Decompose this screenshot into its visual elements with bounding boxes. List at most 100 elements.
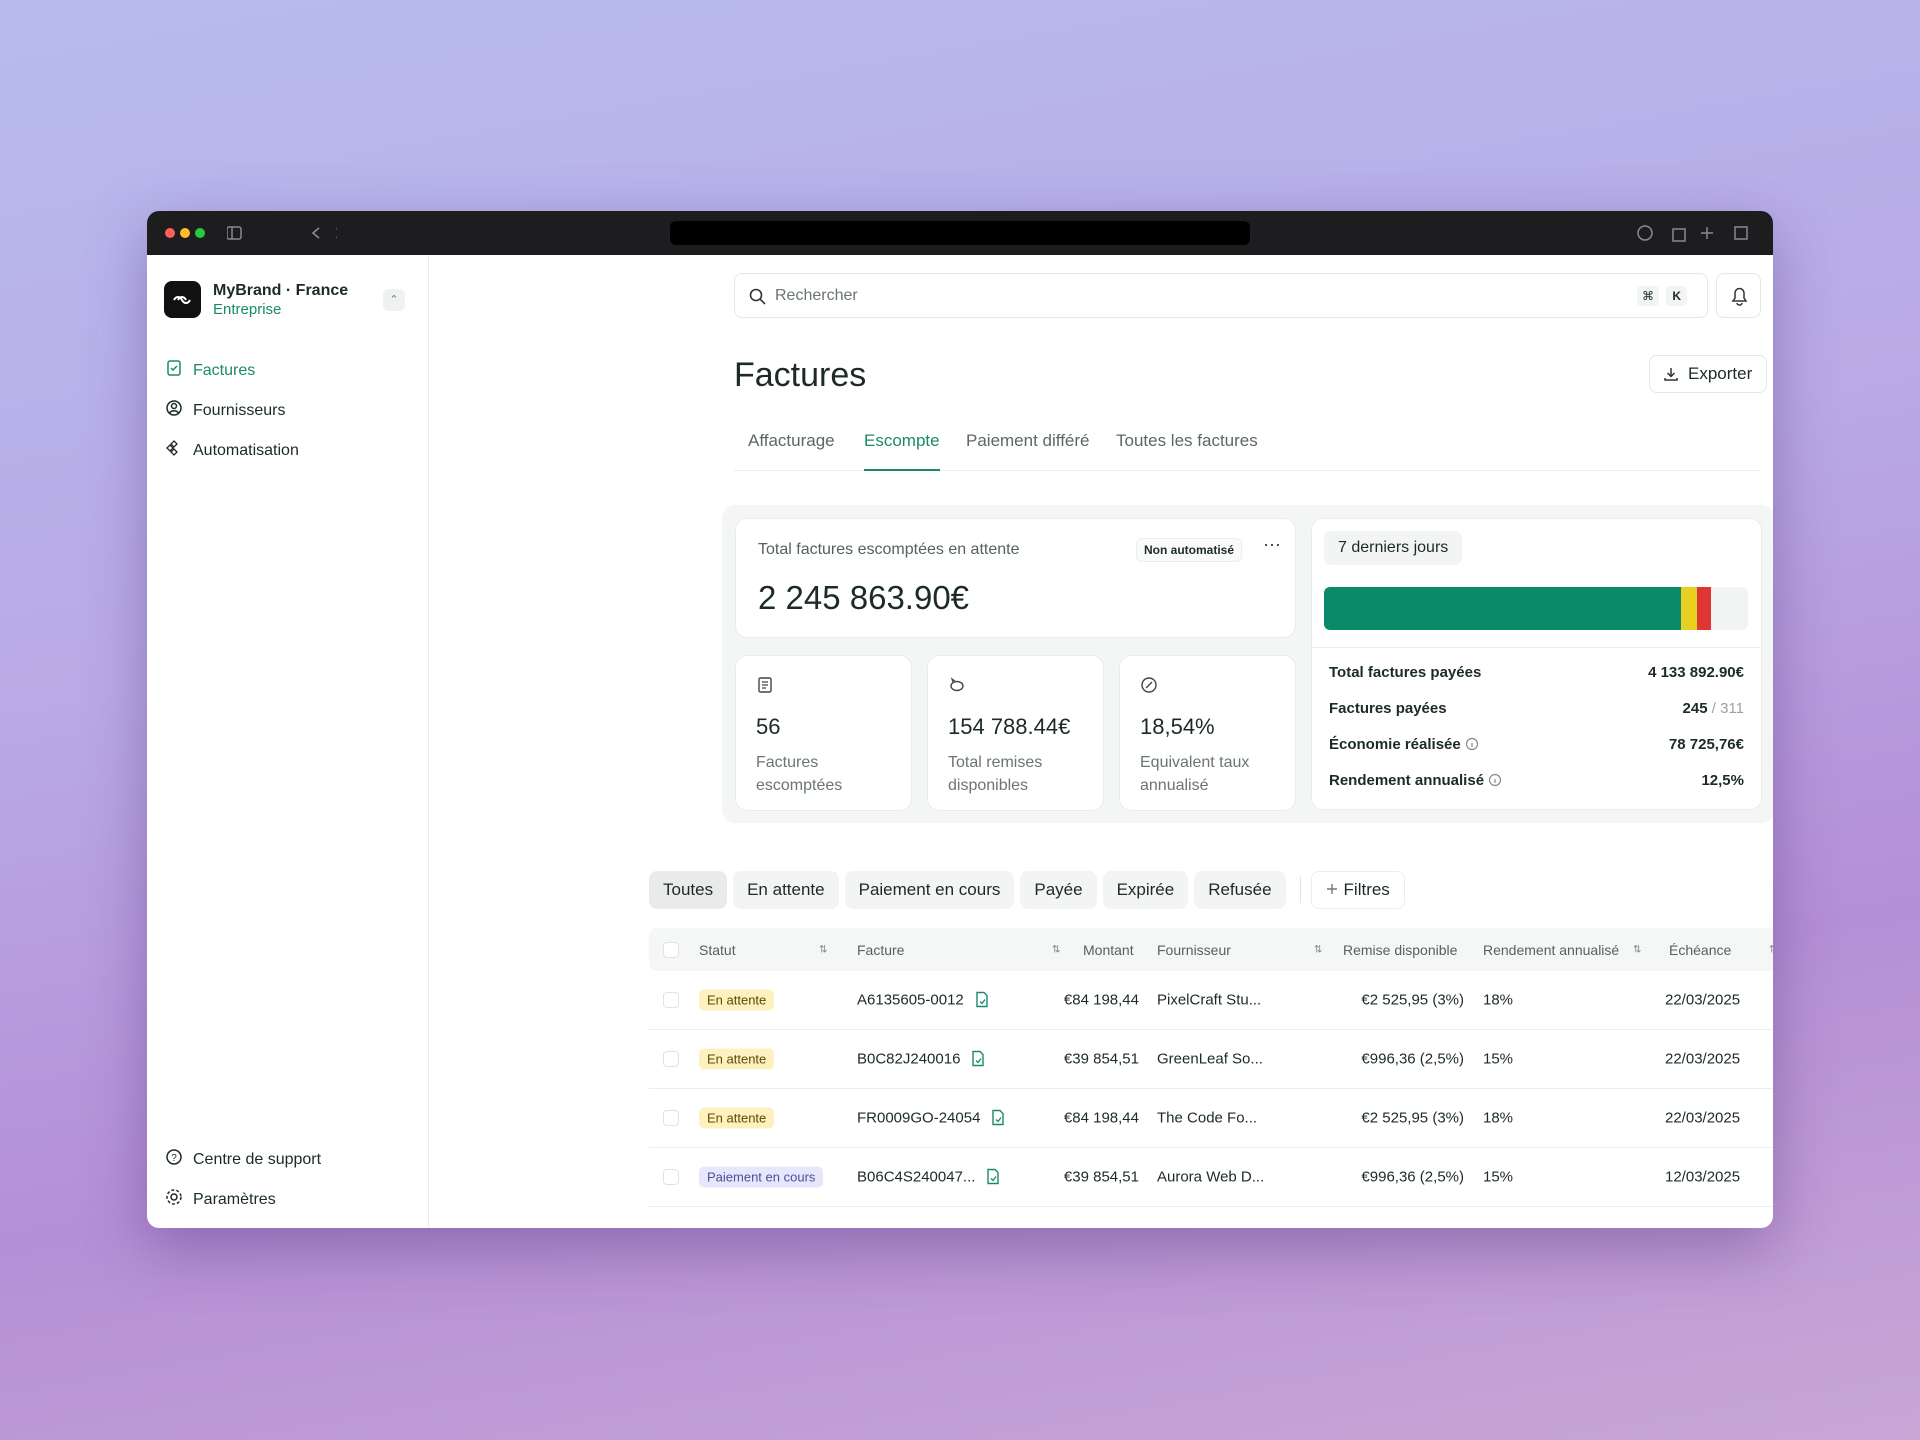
tab[interactable]: Escompte: [864, 431, 940, 471]
checkbox[interactable]: [663, 1169, 679, 1185]
value-text: 78 725,76€: [1668, 736, 1744, 753]
column-header[interactable]: Remise disponible: [1343, 941, 1458, 958]
notifications-button[interactable]: [1716, 273, 1761, 318]
filter-chip[interactable]: En attente: [733, 871, 839, 909]
invoice-id[interactable]: B0C82J240016: [857, 1051, 986, 1068]
invoice-icon: [964, 991, 990, 1009]
sort-icon[interactable]: ⇅: [1633, 944, 1642, 955]
period-row-label: Rendement annualisé: [1329, 772, 1502, 789]
toolbar-icons: [227, 226, 337, 240]
progress-refused: [1697, 587, 1711, 630]
amount: €39 854,51: [1063, 1168, 1139, 1186]
value-text: 12,5%: [1701, 772, 1744, 789]
nav-icon: [165, 1188, 183, 1211]
invoice-id[interactable]: A6135605-0012: [857, 992, 990, 1009]
metrics-panel: Total factures escomptées en attente Non…: [722, 505, 1773, 823]
due-date: 22/03/2025: [1665, 1050, 1741, 1068]
checkbox[interactable]: [663, 1110, 679, 1126]
amount: €84 198,44: [1063, 991, 1139, 1009]
nav-item[interactable]: Fournisseurs: [165, 399, 285, 422]
filter-chip[interactable]: Payée: [1020, 871, 1097, 909]
column-header[interactable]: Montant: [1083, 941, 1134, 958]
footer-item[interactable]: Paramètres: [165, 1188, 276, 1211]
sort-icon[interactable]: ⇅: [1769, 944, 1773, 955]
sort-icon[interactable]: ⇅: [1052, 944, 1061, 955]
tab[interactable]: Toutes les factures: [1116, 431, 1258, 450]
period-row-value: 4 133 892.90€: [1648, 664, 1744, 681]
minimize-button[interactable]: [180, 228, 190, 238]
filter-chips: Toutes En attente Paiement en cours Payée Ex…: [649, 871, 1411, 909]
invoice-text: B06C4S240047...: [857, 1168, 976, 1186]
footer-item[interactable]: ? Centre de support: [165, 1148, 321, 1171]
filter-chip[interactable]: Refusée: [1194, 871, 1286, 909]
filters-button[interactable]: Filtres: [1310, 871, 1405, 909]
stat-value: 56: [756, 714, 781, 739]
workspace-switcher[interactable]: ⌃: [383, 289, 405, 311]
table-row: En attente FR0009GO-24054 €84 198,44 The Co…: [649, 1089, 1773, 1148]
filter-chip[interactable]: Toutes: [649, 871, 728, 909]
export-button[interactable]: Exporter: [1649, 355, 1768, 393]
checkbox[interactable]: [663, 941, 679, 958]
stat-label: Equivalent taux annualisé: [1140, 754, 1250, 794]
invoice-id[interactable]: FR0009GO-24054: [857, 1110, 1006, 1127]
stat-card: 18,54% Equivalent taux annualisé: [1119, 655, 1296, 811]
value-text: 4 133 892.90€: [1648, 664, 1744, 681]
label-text: Rendement annualisé: [1329, 772, 1485, 789]
sort-icon[interactable]: ⇅: [819, 944, 828, 955]
sort-icon[interactable]: ⇅: [1314, 944, 1323, 955]
info-icon: [1484, 772, 1502, 789]
nav-item[interactable]: Automatisation: [165, 439, 299, 462]
shortcut-key: ⌘: [1637, 286, 1659, 306]
value-total: / 311: [1711, 700, 1744, 717]
divider: [1312, 647, 1761, 648]
search-placeholder: Rechercher: [775, 287, 858, 304]
close-button[interactable]: [165, 228, 175, 238]
table-row: En attente B0C82J240016 €39 854,51 GreenLea…: [649, 1030, 1773, 1089]
stat-label: Total remises disponibles: [948, 754, 1043, 794]
more-button[interactable]: ⋯: [1263, 535, 1281, 555]
due-date: 12/03/2025: [1665, 1168, 1741, 1186]
invoice-icon: [980, 1109, 1006, 1127]
nav-item[interactable]: Factures: [165, 359, 255, 382]
supplier: PixelCraft Stu...: [1157, 991, 1262, 1009]
filter-chip[interactable]: Expirée: [1102, 871, 1189, 909]
tab[interactable]: Affacturage: [748, 431, 835, 450]
nav-icon: ?: [165, 1148, 183, 1171]
shortcut-key: K: [1666, 286, 1687, 306]
status-badge: Paiement en cours: [699, 1166, 824, 1188]
label-text: Économie réalisée: [1329, 736, 1461, 753]
checkbox[interactable]: [663, 1051, 679, 1067]
invoice-id[interactable]: B06C4S240047...: [857, 1169, 1001, 1186]
tab[interactable]: Paiement différé: [966, 431, 1090, 450]
column-header[interactable]: Statut: [699, 941, 736, 958]
discount: €2 525,95 (3%): [1361, 1109, 1464, 1127]
sidebar: MyBrand · France Entreprise ⌃ Factures Fo…: [147, 255, 429, 1228]
yield: 18%: [1483, 1109, 1514, 1127]
checkbox[interactable]: [663, 992, 679, 1008]
table-header: Statut ⇅ Facture ⇅ Montant Fournisseur ⇅ Remise…: [649, 928, 1773, 971]
label-text: Factures payées: [1329, 700, 1447, 717]
period-card: 7 derniers jours Total factures payées 4 …: [1311, 518, 1762, 810]
column-header[interactable]: Facture: [857, 941, 905, 958]
due-date: 22/03/2025: [1665, 1109, 1741, 1127]
yield: 15%: [1483, 1050, 1514, 1068]
table-row: En attente A6135605-0012 €84 198,44 PixelCr…: [649, 971, 1773, 1030]
divider: [1299, 877, 1301, 903]
search-bar[interactable]: Rechercher ⌘ K: [734, 273, 1708, 318]
stat-icon: [948, 676, 966, 699]
stat-value: 154 788.44€: [948, 714, 1071, 739]
yield: 18%: [1483, 991, 1514, 1009]
filter-chip[interactable]: Paiement en cours: [844, 871, 1015, 909]
page-title: Factures: [734, 356, 867, 394]
zoom-button[interactable]: [195, 228, 205, 238]
summary-label: Total factures escomptées en attente: [758, 541, 1020, 558]
column-header[interactable]: Fournisseur: [1157, 941, 1231, 958]
nav-label: Centre de support: [193, 1150, 322, 1168]
address-bar[interactable]: [670, 221, 1250, 245]
column-header[interactable]: Échéance: [1669, 941, 1732, 958]
toolbar-right-icons: [1637, 225, 1748, 242]
brand-logo: [164, 281, 201, 318]
column-header[interactable]: Rendement annualisé: [1483, 941, 1620, 958]
due-date: 22/03/2025: [1665, 991, 1741, 1009]
